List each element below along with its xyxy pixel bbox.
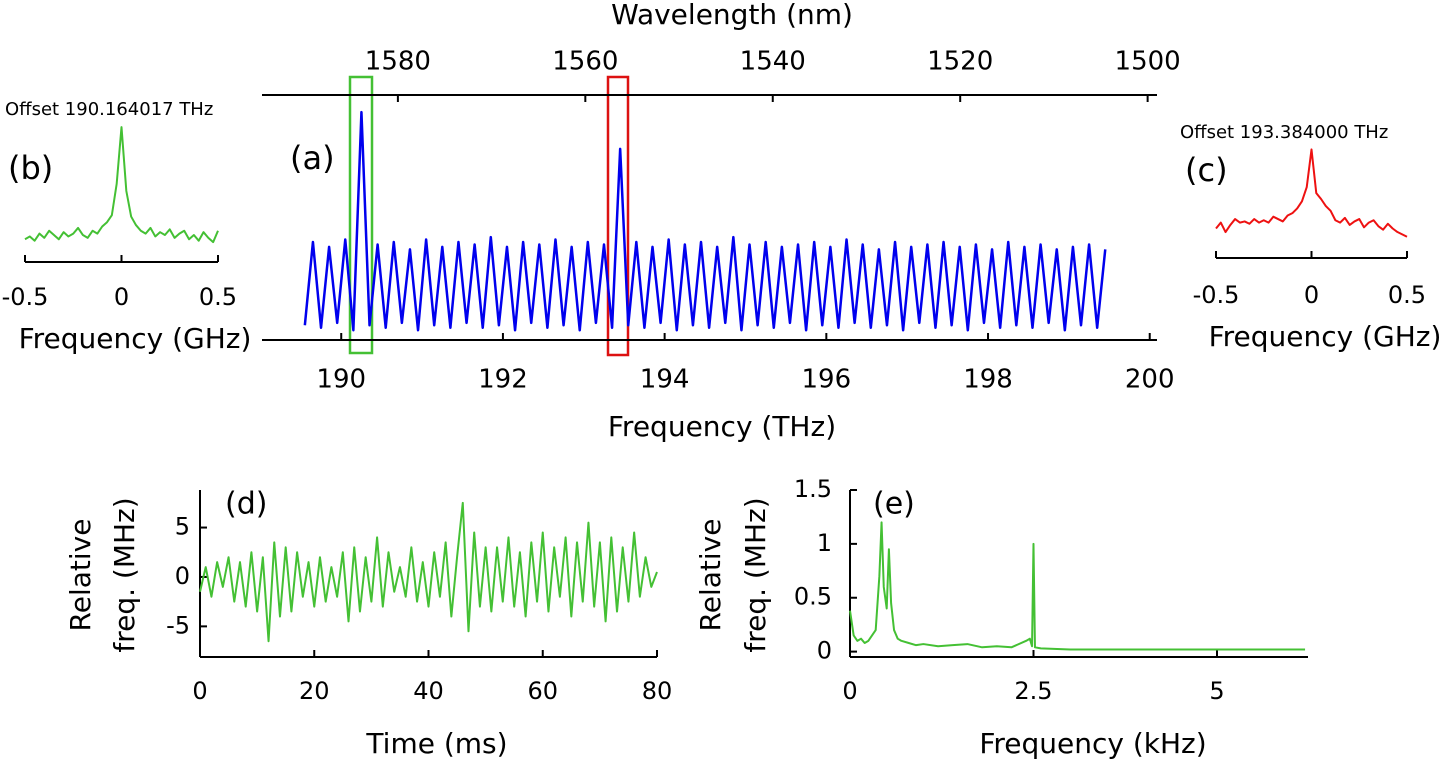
- x-tick-label: 2.5: [1014, 677, 1052, 705]
- y-tick-label: 5: [175, 513, 190, 541]
- x2-tick-label: 1580: [365, 47, 431, 77]
- x-tick-label: 200: [1125, 365, 1175, 395]
- annotation: Offset 193.384000 THz: [1180, 122, 1388, 143]
- x-axis-label: Frequency (THz): [608, 410, 836, 443]
- x-axis-label: Frequency (GHz): [1209, 320, 1442, 353]
- x-tick-label: -0.5: [2, 283, 49, 311]
- x-tick-label: 40: [413, 677, 444, 705]
- y-axis-label: Relative: [694, 519, 727, 632]
- x-tick-label: 0.5: [199, 283, 237, 311]
- x-tick-label: 0: [1304, 281, 1319, 309]
- data-line: [1215, 148, 1408, 238]
- x-axis-label: Frequency (GHz): [19, 322, 252, 355]
- x-tick-label: -0.5: [1193, 281, 1240, 309]
- data-line: [24, 126, 219, 244]
- y-axis-label: freq. (MHz): [739, 497, 772, 652]
- y-tick-label: 0: [817, 637, 832, 665]
- y-axis-label: freq. (MHz): [108, 497, 141, 652]
- x2-tick-label: 1500: [1115, 47, 1181, 77]
- panel-label: (e): [873, 487, 915, 522]
- x-tick-label: 196: [802, 365, 852, 395]
- x2-tick-label: 1520: [927, 47, 993, 77]
- panel-label: (c): [1185, 151, 1228, 189]
- y-tick-label: 0.5: [794, 583, 832, 611]
- data-line: [303, 110, 1107, 332]
- y-tick-label: -5: [166, 611, 190, 639]
- x-tick-label: 60: [527, 677, 558, 705]
- y-axis-label: Relative: [64, 519, 97, 632]
- panel-label: (a): [290, 139, 335, 177]
- x-tick-label: 0.5: [1388, 281, 1426, 309]
- x-tick-label: 194: [640, 365, 690, 395]
- x-tick-label: 192: [478, 365, 528, 395]
- x-tick-label: 20: [299, 677, 330, 705]
- x-tick-label: 5: [1209, 677, 1224, 705]
- annotation: Offset 190.164017 THz: [5, 99, 213, 120]
- x-tick-label: 190: [316, 365, 366, 395]
- highlight-box: [606, 75, 630, 357]
- data-line: [849, 521, 1306, 651]
- y-tick-label: 0: [175, 562, 190, 590]
- x2-tick-label: 1560: [552, 47, 618, 77]
- panel-label: (d): [225, 487, 267, 522]
- x-tick-label: 198: [963, 365, 1013, 395]
- y-tick-label: 1: [817, 529, 832, 557]
- highlight-box: [348, 75, 374, 355]
- panel-label: (b): [8, 149, 53, 187]
- x-axis-label: Time (ms): [365, 727, 507, 760]
- x-tick-label: 0: [192, 677, 207, 705]
- x-axis-label: Frequency (kHz): [979, 727, 1206, 760]
- y-tick-label: 1.5: [794, 475, 832, 503]
- x-tick-label: 0: [842, 677, 857, 705]
- x-tick-label: 0: [114, 283, 129, 311]
- x-tick-label: 80: [642, 677, 673, 705]
- x2-tick-label: 1540: [740, 47, 806, 77]
- data-line: [199, 501, 658, 643]
- x2-axis-label: Wavelength (nm): [611, 0, 853, 31]
